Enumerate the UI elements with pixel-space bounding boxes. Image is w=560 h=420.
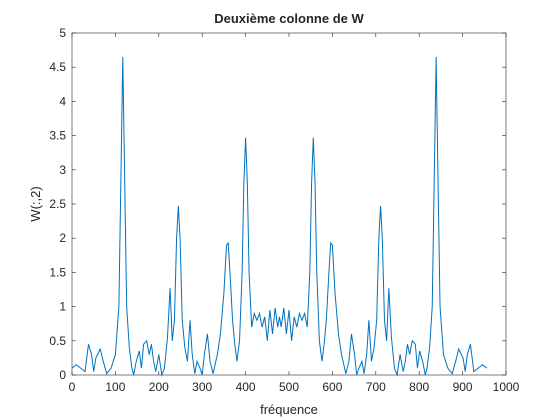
y-tick-label: 2.5 [49,197,66,211]
x-tick-label: 800 [409,380,429,394]
x-tick-label: 1000 [493,380,520,394]
y-tick-label: 4.5 [49,60,66,74]
y-tick-label: 1 [59,300,66,314]
y-tick-label: 2 [59,231,66,245]
y-axis-label: W(:,2) [28,186,43,221]
y-tick-label: 4 [59,94,66,108]
x-axis-label: fréquence [260,402,318,417]
y-tick-label: 3 [59,163,66,177]
y-tick-label: 1.5 [49,265,66,279]
x-tick-label: 200 [149,380,169,394]
x-tick-label: 0 [69,380,76,394]
x-tick-label: 100 [105,380,125,394]
y-tick-label: 3.5 [49,129,66,143]
data-line [71,56,488,377]
y-tick-label: 0 [59,368,66,382]
chart-title: Deuxième colonne de W [214,11,364,26]
y-tick-label: 0.5 [49,334,66,348]
x-tick-label: 400 [236,380,256,394]
x-tick-label: 300 [192,380,212,394]
x-tick-label: 500 [279,380,299,394]
x-tick-label: 600 [322,380,342,394]
x-tick-label: 900 [453,380,473,394]
y-tick-label: 5 [59,26,66,40]
x-tick-label: 700 [366,380,386,394]
